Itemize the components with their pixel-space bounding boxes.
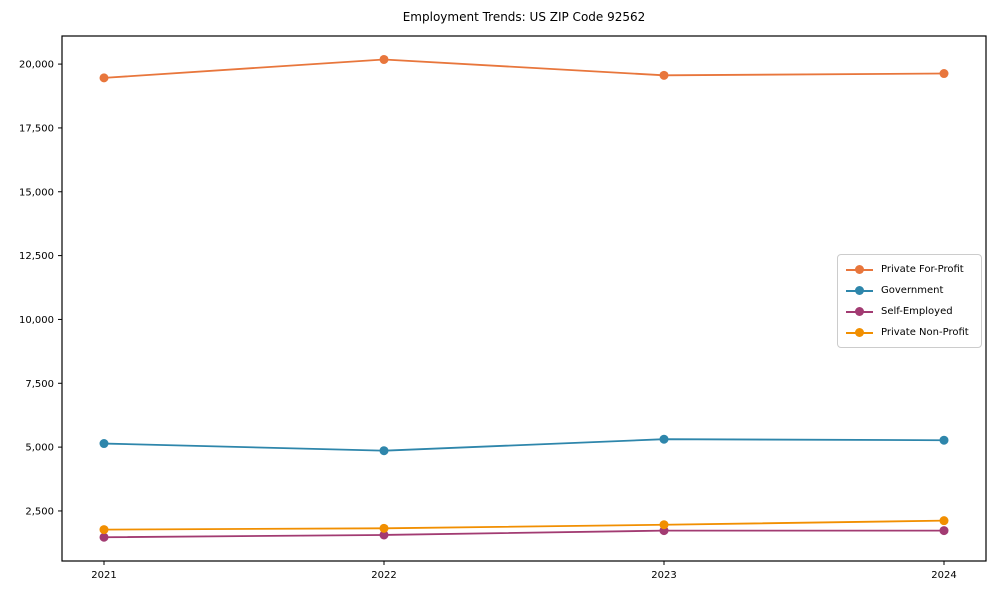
y-tick-label: 20,000 <box>19 60 54 71</box>
series-line-private-non-profit <box>103 519 945 531</box>
data-point-private-non-profit-2024 <box>939 516 949 526</box>
data-point-government-2022 <box>379 446 389 456</box>
data-point-government-2021 <box>99 439 109 449</box>
legend-label: Self-Employed <box>881 306 953 317</box>
data-point-private-for-profit-2023 <box>659 70 669 80</box>
legend-label: Government <box>881 285 944 296</box>
legend-marker-icon <box>846 307 873 316</box>
data-point-government-2024 <box>939 435 949 445</box>
data-point-private-non-profit-2021 <box>99 525 109 535</box>
x-tick-label: 2021 <box>91 570 116 581</box>
series-line-private-for-profit <box>103 58 945 79</box>
legend-item-self-employed: Self-Employed <box>846 302 973 322</box>
legend-marker-icon <box>846 328 873 337</box>
data-point-self-employed-2024 <box>939 526 949 536</box>
data-point-private-for-profit-2024 <box>939 69 949 79</box>
data-point-private-for-profit-2021 <box>99 73 109 83</box>
y-tick-label: 2,500 <box>25 506 54 517</box>
axes-frame <box>61 35 987 562</box>
data-point-self-employed-2022 <box>379 530 389 540</box>
legend-item-government: Government <box>846 281 973 301</box>
y-tick-label: 15,000 <box>19 187 54 198</box>
legend-item-private-non-profit: Private Non-Profit <box>846 323 973 343</box>
chart-title: Employment Trends: US ZIP Code 92562 <box>402 10 646 24</box>
legend-label: Private For-Profit <box>881 264 964 275</box>
data-point-private-non-profit-2022 <box>379 523 389 533</box>
y-tick-label: 10,000 <box>19 315 54 326</box>
data-point-government-2023 <box>659 434 669 444</box>
series-line-self-employed <box>103 529 945 539</box>
series-line-government <box>103 438 945 452</box>
x-tick-label: 2023 <box>651 570 676 581</box>
data-point-private-for-profit-2022 <box>379 54 389 64</box>
legend-marker-icon <box>846 265 873 274</box>
legend: Private For-Profit Government Self-Employe… <box>837 254 982 348</box>
y-tick-label: 7,500 <box>25 379 54 390</box>
data-point-self-employed-2021 <box>99 532 109 542</box>
y-tick-label: 12,500 <box>19 251 54 262</box>
y-tick-label: 17,500 <box>19 123 54 134</box>
legend-label: Private Non-Profit <box>881 327 969 338</box>
y-tick-label: 5,000 <box>25 443 54 454</box>
data-point-private-non-profit-2023 <box>659 520 669 530</box>
legend-marker-icon <box>846 286 873 295</box>
x-tick-label: 2024 <box>931 570 956 581</box>
legend-item-private-for-profit: Private For-Profit <box>846 260 973 280</box>
x-tick-label: 2022 <box>371 570 396 581</box>
